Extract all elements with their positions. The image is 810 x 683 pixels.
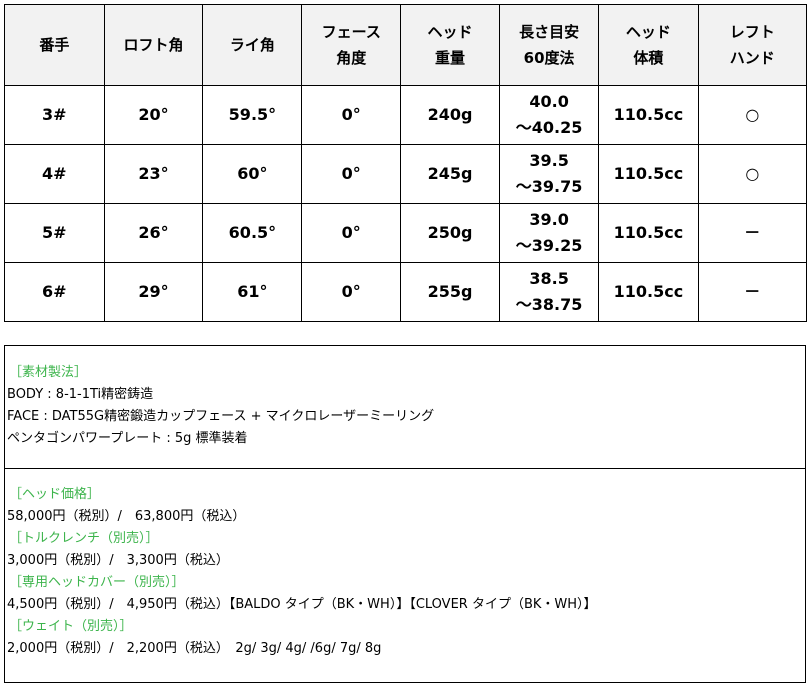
table-cell: 60° [202, 144, 303, 204]
table-cell: 23° [103, 144, 204, 204]
header-text: 体積 [633, 49, 664, 67]
materials-heading: ［素材製法］ [9, 365, 88, 380]
table-cell: 20° [103, 85, 204, 145]
table-cell: 5# [4, 203, 105, 263]
column-header: ヘッド 体積 [598, 4, 699, 86]
price-line: 58,000円（税別）/ 63,800円（税込） [7, 509, 246, 524]
cell-text: ～39.75 [515, 177, 583, 196]
materials-section: ［素材製法］ BODY : 8-1-1Ti精密鋳造 FACE : DAT55G精… [4, 345, 806, 469]
cell-text: 39.0 [529, 210, 569, 229]
table-cell: 240g [400, 85, 501, 145]
table-cell: － [697, 262, 808, 322]
table-cell: 0° [301, 262, 402, 322]
table-cell: 61° [202, 262, 303, 322]
materials-line: ペンタゴンパワープレート : 5g 標準装着 [7, 431, 248, 446]
table-cell: 59.5° [202, 85, 303, 145]
price-heading: ［トルクレンチ（別売）］ [9, 531, 159, 546]
cell-text: 39.5 [529, 151, 569, 170]
table-cell: 29° [103, 262, 204, 322]
column-header: ヘッド 重量 [400, 4, 501, 86]
table-row: 4# 23° 60° 0° 245g 39.5 ～39.75 110.5cc ○ [4, 144, 808, 204]
table-cell: 110.5cc [598, 203, 699, 263]
header-text: ヘッド [625, 23, 671, 41]
table-cell: 0° [301, 203, 402, 263]
table-row: 6# 29° 61° 0° 255g 38.5 ～38.75 110.5cc － [4, 262, 808, 322]
table-cell: 110.5cc [598, 262, 699, 322]
table-cell: 110.5cc [598, 85, 699, 145]
header-text: ライ角 [229, 36, 275, 54]
cell-text: ～39.25 [515, 236, 583, 255]
header-text: レフト [729, 23, 775, 41]
column-header: ライ角 [202, 4, 303, 86]
header-text: 角度 [336, 49, 367, 67]
table-cell: 255g [400, 262, 501, 322]
cell-text: 38.5 [529, 269, 569, 288]
table-cell: 40.0 ～40.25 [499, 85, 600, 145]
price-line: 2,000円（税別）/ 2,200円（税込） 2g/ 3g/ 4g/ /6g/ … [7, 641, 382, 656]
column-header: 番手 [4, 4, 105, 86]
table-cell: 6# [4, 262, 105, 322]
table-cell: ○ [697, 144, 808, 204]
price-line: 3,000円（税別）/ 3,300円（税込） [7, 553, 229, 568]
cell-text: ～40.25 [515, 118, 583, 137]
table-cell: ○ [697, 85, 808, 145]
price-heading: ［ヘッド価格］ [9, 487, 101, 502]
table-cell: － [697, 203, 808, 263]
header-text: 番手 [39, 36, 70, 54]
header-text: 重量 [435, 49, 466, 67]
table-cell: 245g [400, 144, 501, 204]
table-cell: 38.5 ～38.75 [499, 262, 600, 322]
header-text: ハンド [729, 49, 775, 67]
cell-text: 40.0 [529, 92, 569, 111]
table-cell: 60.5° [202, 203, 303, 263]
table-cell: 250g [400, 203, 501, 263]
cell-text: ～38.75 [515, 295, 583, 314]
table-cell: 110.5cc [598, 144, 699, 204]
spec-table: 番手 ロフト角 ライ角 フェース 角度 ヘッド 重量 長さ目安 60度法 ヘッド 体積 レフト ハンド … [4, 4, 808, 322]
table-cell: 4# [4, 144, 105, 204]
price-heading: ［ウェイト（別売）］ [9, 619, 133, 634]
table-cell: 0° [301, 144, 402, 204]
column-header: ロフト角 [103, 4, 204, 86]
table-row: 3# 20° 59.5° 0° 240g 40.0 ～40.25 110.5cc ○ [4, 85, 808, 145]
price-line: 4,500円（税別）/ 4,950円（税込）【BALDO タイプ（BK・WH）】… [7, 597, 597, 612]
header-text: ヘッド [427, 23, 473, 41]
header-text: ロフト角 [123, 36, 184, 54]
table-cell: 3# [4, 85, 105, 145]
table-cell: 39.0 ～39.25 [499, 203, 600, 263]
table-cell: 0° [301, 85, 402, 145]
header-text: 長さ目安 [519, 23, 580, 41]
table-cell: 26° [103, 203, 204, 263]
table-cell: 39.5 ～39.75 [499, 144, 600, 204]
column-header: フェース 角度 [301, 4, 402, 86]
price-heading: ［専用ヘッドカバー（別売）］ [9, 575, 185, 590]
header-text: 60度法 [523, 49, 575, 67]
header-text: フェース [321, 23, 381, 41]
prices-section: ［ヘッド価格］ 58,000円（税別）/ 63,800円（税込） ［トルクレンチ… [4, 468, 806, 683]
column-header: 長さ目安 60度法 [499, 4, 600, 86]
materials-line: BODY : 8-1-1Ti精密鋳造 [7, 387, 154, 402]
column-header: レフト ハンド [697, 4, 808, 86]
table-row: 5# 26° 60.5° 0° 250g 39.0 ～39.25 110.5cc － [4, 203, 808, 263]
materials-line: FACE : DAT55G精密鍛造カップフェース + マイクロレーザーミーリング [7, 409, 435, 424]
header-row: 番手 ロフト角 ライ角 フェース 角度 ヘッド 重量 長さ目安 60度法 ヘッド 体積 レフト ハンド [4, 4, 808, 86]
